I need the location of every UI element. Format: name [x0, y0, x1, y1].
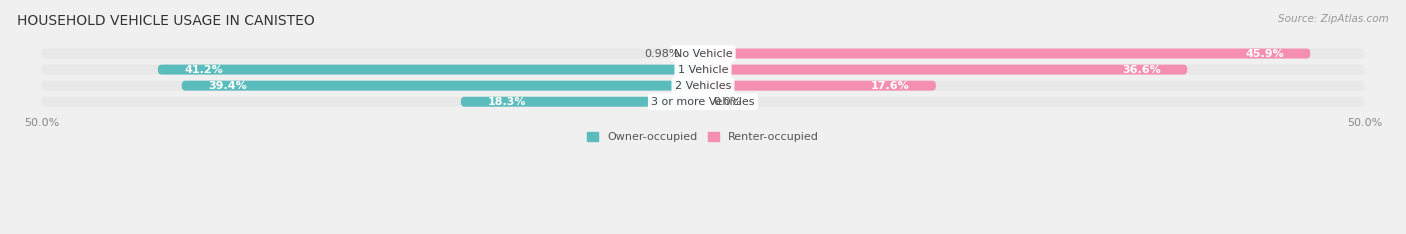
FancyBboxPatch shape [703, 81, 936, 91]
Text: 45.9%: 45.9% [1246, 48, 1284, 58]
Text: 1 Vehicle: 1 Vehicle [678, 65, 728, 75]
Text: 18.3%: 18.3% [488, 97, 526, 107]
FancyBboxPatch shape [690, 48, 703, 58]
Text: Source: ZipAtlas.com: Source: ZipAtlas.com [1278, 14, 1389, 24]
Text: HOUSEHOLD VEHICLE USAGE IN CANISTEO: HOUSEHOLD VEHICLE USAGE IN CANISTEO [17, 14, 315, 28]
Text: 36.6%: 36.6% [1122, 65, 1161, 75]
Text: 3 or more Vehicles: 3 or more Vehicles [651, 97, 755, 107]
FancyBboxPatch shape [41, 81, 1365, 91]
FancyBboxPatch shape [41, 48, 1365, 58]
Text: 0.98%: 0.98% [644, 48, 679, 58]
Text: 17.6%: 17.6% [870, 81, 910, 91]
FancyBboxPatch shape [703, 65, 1187, 75]
Text: No Vehicle: No Vehicle [673, 48, 733, 58]
FancyBboxPatch shape [41, 97, 1365, 107]
Legend: Owner-occupied, Renter-occupied: Owner-occupied, Renter-occupied [586, 132, 820, 143]
FancyBboxPatch shape [703, 48, 1310, 58]
FancyBboxPatch shape [157, 65, 703, 75]
Text: 41.2%: 41.2% [184, 65, 224, 75]
Text: 2 Vehicles: 2 Vehicles [675, 81, 731, 91]
Text: 0.0%: 0.0% [714, 97, 742, 107]
Text: 39.4%: 39.4% [208, 81, 247, 91]
FancyBboxPatch shape [461, 97, 703, 107]
FancyBboxPatch shape [181, 81, 703, 91]
FancyBboxPatch shape [41, 65, 1365, 75]
